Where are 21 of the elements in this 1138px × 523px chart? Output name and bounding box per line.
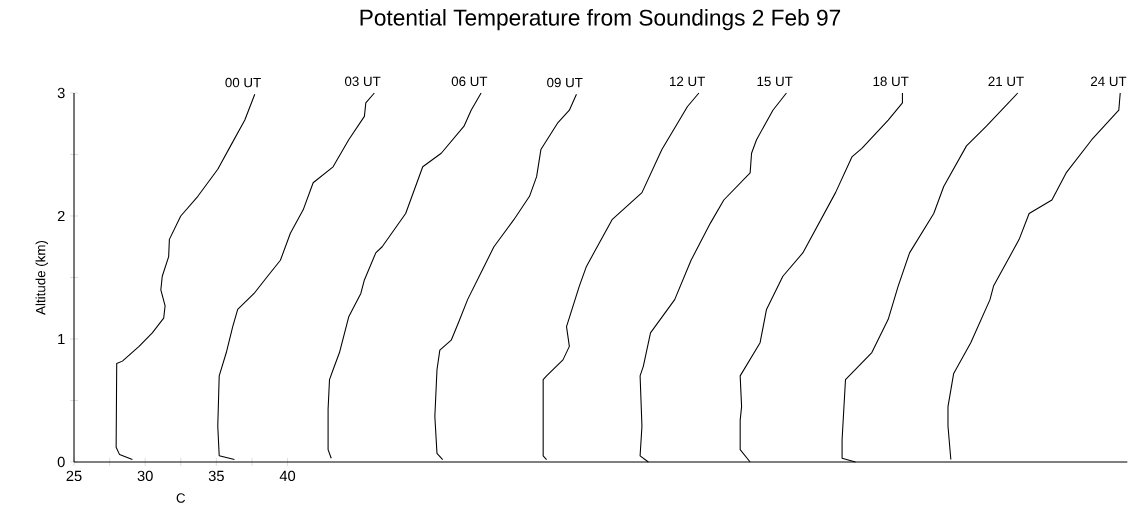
x-tick-label: 40: [279, 470, 296, 482]
x-axis-title: C: [176, 493, 186, 503]
series-label: 12 UT: [670, 76, 705, 87]
series-label: 09 UT: [547, 77, 583, 88]
line-series: [327, 92, 482, 459]
chart-title: Potential Temperature from Soundings 2 Feb 97: [360, 9, 841, 31]
series-label: 03 UT: [344, 76, 381, 87]
series-label: 06 UT: [451, 76, 488, 87]
y-tick-label: 0: [57, 456, 65, 468]
x-tick-label: 30: [137, 470, 153, 482]
x-tick-label: 35: [208, 470, 224, 482]
series-label: 21 UT: [988, 76, 1024, 87]
series-label: 00 UT: [225, 77, 261, 88]
x-tick-label: 25: [66, 470, 82, 482]
y-tick-label: 3: [57, 87, 65, 99]
series-label: 24 UT: [1090, 76, 1127, 87]
y-tick-label: 2: [57, 210, 65, 222]
series-label: 15 UT: [757, 76, 793, 87]
series-label: 18 UT: [873, 76, 909, 87]
y-axis-title: Altitude (km): [35, 240, 48, 315]
y-tick-label: 1: [58, 333, 65, 345]
